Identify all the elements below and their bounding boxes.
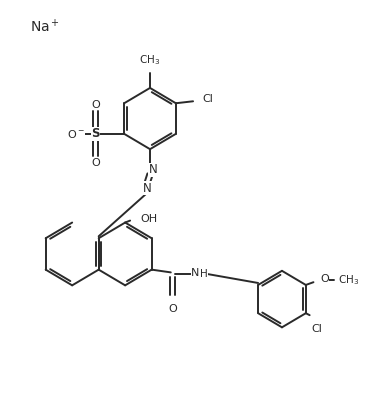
Text: O: O: [91, 158, 100, 168]
Text: CH$_3$: CH$_3$: [139, 53, 161, 67]
Text: N: N: [149, 163, 158, 176]
Text: O: O: [168, 304, 177, 314]
Text: O$^-$: O$^-$: [67, 128, 85, 140]
Text: OH: OH: [140, 214, 158, 224]
Text: O: O: [320, 274, 329, 284]
Text: Cl: Cl: [203, 94, 213, 104]
Text: N: N: [142, 182, 151, 195]
Text: Na$^+$: Na$^+$: [29, 18, 59, 35]
Text: CH$_3$: CH$_3$: [338, 273, 360, 287]
Text: H: H: [200, 269, 208, 279]
Text: O: O: [91, 100, 100, 110]
Text: S: S: [91, 127, 100, 140]
Text: N: N: [191, 268, 199, 278]
Text: Cl: Cl: [312, 324, 322, 334]
